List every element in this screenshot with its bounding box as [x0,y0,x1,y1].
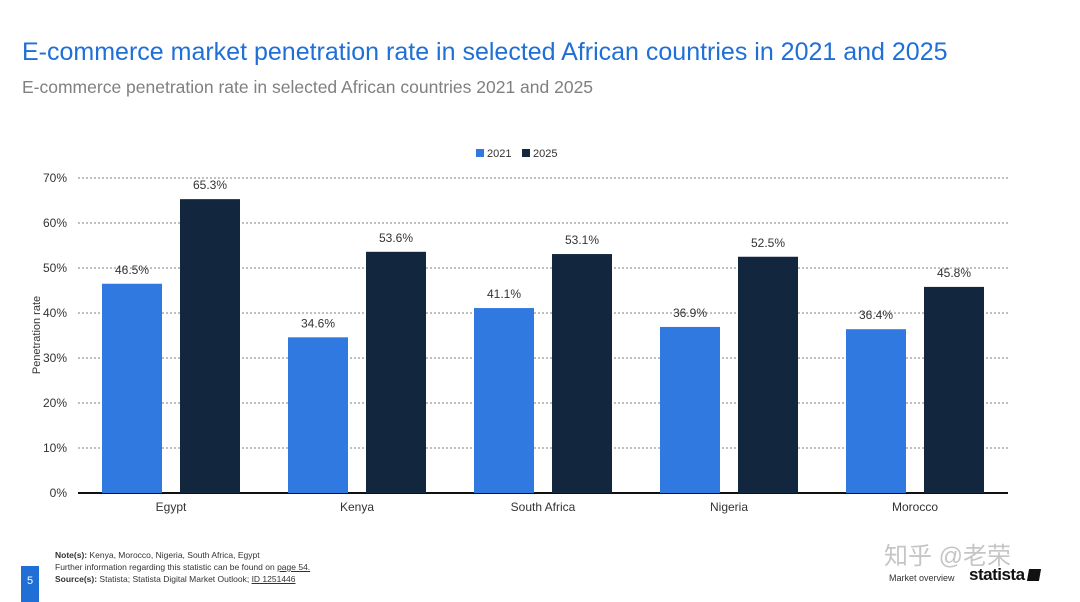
y-tick-label: 20% [43,396,67,410]
y-axis-label: Penetration rate [31,296,43,374]
y-tick-label: 40% [43,306,67,320]
data-label: 41.1% [487,287,521,301]
bar-2025-morocco [924,286,984,493]
bar-2025-egypt [180,199,240,493]
data-label: 45.8% [937,266,971,280]
legend-label-2021: 2021 [487,148,511,160]
data-label: 34.6% [301,316,335,330]
y-tick-label: 60% [43,216,67,230]
watermark: 知乎 @老荣 [884,543,1012,570]
y-tick-label: 0% [50,486,68,500]
data-label: 53.6% [379,231,413,245]
x-tick-label: Nigeria [710,500,748,514]
notes-text: Kenya, Morocco, Nigeria, South Africa, E… [89,550,260,560]
sources-label: Source(s): [55,574,98,584]
notes-label: Note(s): [55,550,88,560]
bar-2025-south-africa [552,254,612,493]
bar-2021-morocco [846,329,906,493]
section-label: Market overview [889,573,955,583]
legend-label-2025: 2025 [533,148,557,160]
logo-mark-icon [1026,569,1041,581]
page-subtitle: E-commerce penetration rate in selected … [22,77,594,97]
data-label: 36.9% [673,306,707,320]
x-tick-label: Kenya [340,500,374,514]
data-label: 65.3% [193,178,227,192]
y-tick-label: 50% [43,261,67,275]
bar-2021-kenya [288,337,348,493]
statistic-id-link[interactable]: ID 1251446 [251,574,296,584]
x-tick-label: South Africa [511,500,576,514]
statista-logo: statista [969,565,1041,585]
page-title: E-commerce market penetration rate in se… [22,38,948,66]
sources-text: Statista; Statista Digital Market Outloo… [99,574,250,584]
bar-2021-south-africa [474,308,534,493]
y-tick-label: 30% [43,351,67,365]
data-label: 52.5% [751,236,785,250]
bar-2021-nigeria [660,326,720,493]
bar-2025-nigeria [738,256,798,493]
data-label: 53.1% [565,233,599,247]
x-tick-label: Morocco [892,500,938,514]
x-tick-label: Egypt [156,500,187,514]
data-label: 36.4% [859,308,893,322]
legend-swatch-2025 [522,149,530,157]
page-link[interactable]: page 54. [277,562,311,572]
bar-2025-kenya [366,251,426,493]
data-label: 46.5% [115,263,149,277]
bar-2021-egypt [102,283,162,493]
footer-notes: Note(s): Kenya, Morocco, Nigeria, South … [55,549,310,585]
y-tick-label: 70% [43,171,67,185]
legend-swatch-2021 [476,149,484,157]
further-info-text: Further information regarding this stati… [55,562,275,572]
logo-text: statista [969,565,1025,584]
y-tick-label: 10% [43,441,67,455]
page-number: 5 [21,566,39,602]
